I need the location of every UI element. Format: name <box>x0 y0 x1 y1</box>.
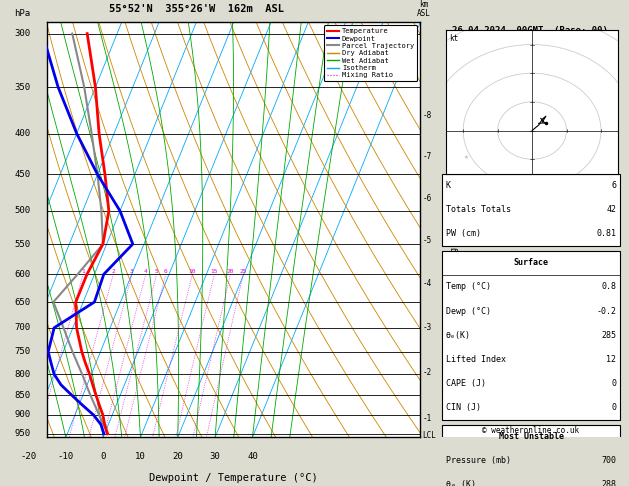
Text: 0.8: 0.8 <box>601 282 616 292</box>
Text: 0: 0 <box>611 379 616 388</box>
Text: Lifted Index: Lifted Index <box>446 355 506 364</box>
Text: 15: 15 <box>211 269 218 274</box>
Legend: Temperature, Dewpoint, Parcel Trajectory, Dry Adiabat, Wet Adiabat, Isotherm, Mi: Temperature, Dewpoint, Parcel Trajectory… <box>324 25 417 81</box>
Text: 700: 700 <box>14 323 30 332</box>
Text: Pressure (mb): Pressure (mb) <box>446 456 511 465</box>
Text: -20: -20 <box>21 452 36 461</box>
Text: 700: 700 <box>601 456 616 465</box>
Text: 4: 4 <box>144 269 148 274</box>
Text: 3: 3 <box>130 269 134 274</box>
Text: 10: 10 <box>135 452 146 461</box>
Text: 450: 450 <box>14 170 30 179</box>
Text: 20: 20 <box>226 269 234 274</box>
Text: 10: 10 <box>189 269 196 274</box>
Text: -10: -10 <box>58 452 74 461</box>
Text: -8: -8 <box>422 111 431 120</box>
Text: 6: 6 <box>164 269 168 274</box>
Bar <box>442 174 620 246</box>
Text: 600: 600 <box>14 270 30 279</box>
Text: 300: 300 <box>14 29 30 38</box>
Text: PW (cm): PW (cm) <box>446 229 481 238</box>
Text: θₑ (K): θₑ (K) <box>446 480 476 486</box>
Text: K: K <box>446 181 451 190</box>
Text: -6: -6 <box>422 194 431 203</box>
Text: 900: 900 <box>14 411 30 419</box>
Text: θₑ(K): θₑ(K) <box>446 330 471 340</box>
Text: Temp (°C): Temp (°C) <box>446 282 491 292</box>
Text: Totals Totals: Totals Totals <box>446 205 511 214</box>
Text: CAPE (J): CAPE (J) <box>446 379 486 388</box>
Text: 1: 1 <box>81 269 85 274</box>
Text: 288: 288 <box>601 480 616 486</box>
Text: -4: -4 <box>422 279 431 289</box>
Text: 850: 850 <box>14 391 30 399</box>
Text: 40: 40 <box>247 452 258 461</box>
Text: Mixing Ratio (g/kg): Mixing Ratio (g/kg) <box>450 182 459 277</box>
Text: 5: 5 <box>155 269 159 274</box>
Text: 650: 650 <box>14 297 30 307</box>
Text: Most Unstable: Most Unstable <box>499 432 564 441</box>
Bar <box>442 424 620 486</box>
Text: -7: -7 <box>422 153 431 161</box>
Text: 500: 500 <box>14 207 30 215</box>
Text: © weatheronline.co.uk: © weatheronline.co.uk <box>482 426 579 435</box>
Text: 0.81: 0.81 <box>596 229 616 238</box>
Text: 350: 350 <box>14 83 30 92</box>
Text: 6: 6 <box>611 181 616 190</box>
Text: 55°52'N  355°26'W  162m  ASL: 55°52'N 355°26'W 162m ASL <box>109 3 284 14</box>
Text: 42: 42 <box>606 205 616 214</box>
Text: 25: 25 <box>240 269 247 274</box>
Text: 2: 2 <box>111 269 115 274</box>
Text: 750: 750 <box>14 347 30 356</box>
Bar <box>442 251 620 419</box>
Text: 0: 0 <box>101 452 106 461</box>
Text: -1: -1 <box>422 414 431 422</box>
Text: 12: 12 <box>606 355 616 364</box>
Text: -0.2: -0.2 <box>596 307 616 315</box>
Text: 800: 800 <box>14 370 30 379</box>
Text: CIN (J): CIN (J) <box>446 403 481 412</box>
Text: 400: 400 <box>14 129 30 138</box>
Text: 26.04.2024  00GMT  (Base: 00): 26.04.2024 00GMT (Base: 00) <box>452 26 608 35</box>
Text: -5: -5 <box>422 236 431 245</box>
Text: -2: -2 <box>422 368 431 377</box>
Text: LCL: LCL <box>422 431 436 440</box>
Text: hPa: hPa <box>14 9 30 17</box>
Text: Dewpoint / Temperature (°C): Dewpoint / Temperature (°C) <box>150 473 318 483</box>
Text: -3: -3 <box>422 323 431 332</box>
Text: 950: 950 <box>14 429 30 438</box>
Text: 20: 20 <box>172 452 183 461</box>
Text: Dewp (°C): Dewp (°C) <box>446 307 491 315</box>
Text: 550: 550 <box>14 240 30 248</box>
Text: 285: 285 <box>601 330 616 340</box>
Text: km
ASL: km ASL <box>417 0 431 17</box>
Text: 0: 0 <box>611 403 616 412</box>
Text: Surface: Surface <box>514 259 548 267</box>
Text: 30: 30 <box>209 452 221 461</box>
